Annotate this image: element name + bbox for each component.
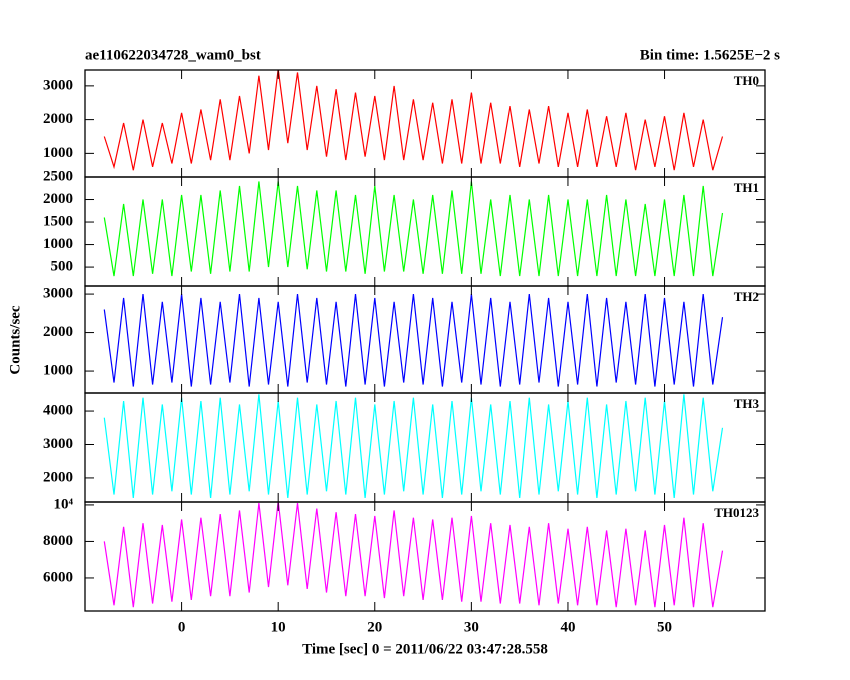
y-tick-label: 4000 xyxy=(43,402,73,418)
series-label: TH3 xyxy=(734,396,760,411)
series-label: TH2 xyxy=(734,289,759,304)
y-tick-label: 1500 xyxy=(43,213,73,229)
series-label: TH0 xyxy=(734,73,759,88)
chart-title: ae110622034728_wam0_bst xyxy=(85,47,261,63)
y-tick-label: 500 xyxy=(51,259,74,275)
panel-frame xyxy=(84,501,766,612)
y-tick-label: 2500 xyxy=(43,168,73,184)
x-tick-label: 30 xyxy=(464,619,479,635)
panel-frame xyxy=(84,285,766,394)
y-tick-label: 8000 xyxy=(43,533,73,549)
y-tick-label: 3000 xyxy=(43,77,73,93)
y-tick-label: 6000 xyxy=(43,569,73,585)
x-tick-label: 0 xyxy=(178,619,186,635)
y-tick-label: 2000 xyxy=(43,324,73,340)
x-tick-label: 10 xyxy=(271,619,286,635)
y-tick-label: 2000 xyxy=(43,191,73,207)
y-tick-label: 3000 xyxy=(43,436,73,452)
y-tick-label: 1000 xyxy=(43,145,73,161)
panel-frame xyxy=(84,176,766,287)
y-tick-label: 2000 xyxy=(43,469,73,485)
y-tick-label: 1000 xyxy=(43,236,73,252)
y-tick-label: 2000 xyxy=(43,111,73,127)
data-line xyxy=(103,294,724,387)
x-tick-label: 40 xyxy=(560,619,575,635)
data-line xyxy=(103,394,724,499)
x-tick-label: 50 xyxy=(657,619,672,635)
series-label: TH1 xyxy=(734,180,759,195)
data-line xyxy=(103,181,724,277)
bin-time: Bin time: 1.5625E−2 s xyxy=(640,47,780,63)
x-tick-label: 20 xyxy=(367,619,382,635)
y-tick-label: 3000 xyxy=(43,286,73,302)
y-tick-label: 10⁴ xyxy=(54,496,74,512)
series-label: TH0123 xyxy=(714,505,759,520)
data-line xyxy=(103,70,724,171)
data-line xyxy=(103,502,724,608)
x-axis-label: Time [sec] 0 = 2011/06/22 03:47:28.558 xyxy=(302,641,548,657)
y-tick-label: 1000 xyxy=(43,362,73,378)
y-axis-label: Counts/sec xyxy=(7,305,23,375)
